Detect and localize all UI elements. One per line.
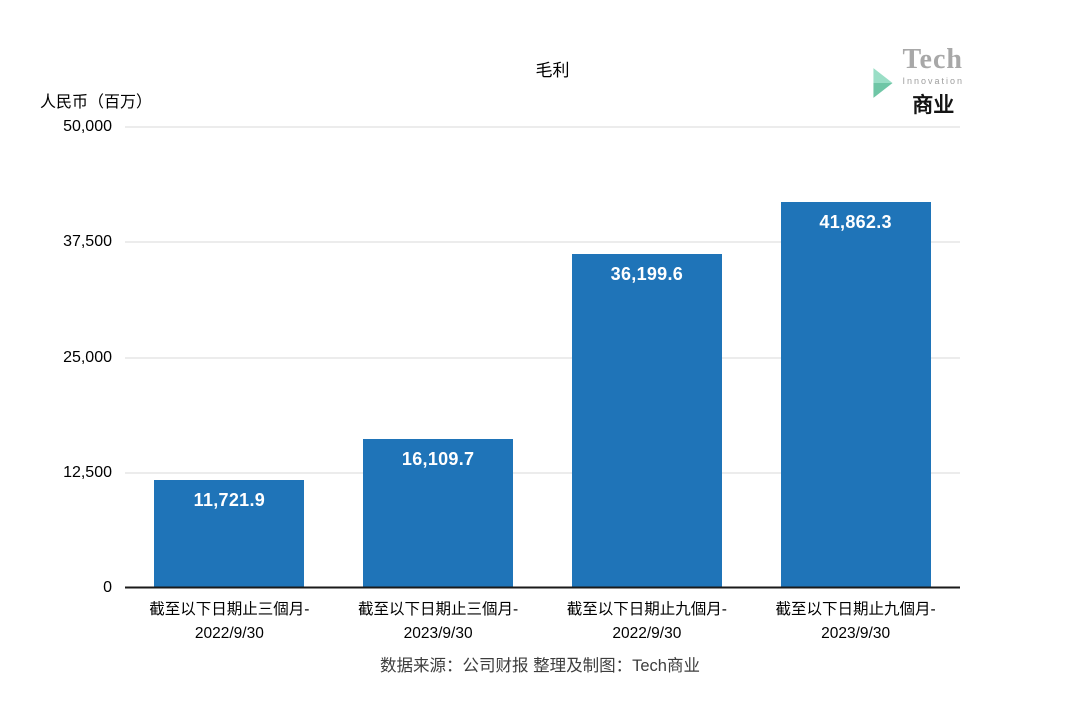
logo-word-innovation: Innovation [902, 76, 964, 86]
x-category-label: 截至以下日期止三個月- 2023/9/30 [358, 601, 519, 643]
y-tick-label: 0 [103, 579, 112, 596]
bar-2: 16,109.7 [363, 439, 514, 588]
x-category-label: 截至以下日期止九個月- 2023/9/30 [775, 601, 936, 643]
bar-slot: 36,199.6 [543, 127, 752, 588]
bars-layer: 11,721.9 16,109.7 36,199.6 41,862.3 [125, 127, 960, 588]
bar-3: 36,199.6 [571, 254, 722, 588]
bar-slot: 11,721.9 [125, 127, 334, 588]
gridline [125, 241, 960, 243]
logo-chevron-icon [873, 67, 894, 98]
bar-chart-plot-area: 0 12,500 25,000 37,500 50,000 11,721.9 16,109… [63, 118, 960, 596]
y-tick-label: 12,500 [63, 463, 112, 481]
y-tick-label: 50,000 [63, 118, 112, 135]
y-axis-title: 人民币（百万） [40, 94, 153, 111]
y-tick-label: 37,500 [63, 233, 112, 251]
x-axis-labels: 截至以下日期止三個月- 2022/9/30 截至以下日期止三個月- 2023/9/… [125, 598, 960, 646]
bar-1: 11,721.9 [154, 479, 305, 588]
x-category-label: 截至以下日期止三個月- 2022/9/30 [149, 601, 310, 643]
bar-value-label: 36,199.6 [610, 264, 684, 285]
bar-slot: 16,109.7 [334, 127, 543, 588]
gridline [125, 472, 960, 474]
y-tick-label: 25,000 [63, 348, 112, 366]
brand-logo: Tech Innovation 商业 [868, 46, 964, 119]
bar-value-label: 11,721.9 [193, 489, 266, 510]
x-category-label: 截至以下日期止九個月- 2022/9/30 [566, 601, 727, 643]
bar-value-label: 16,109.7 [401, 449, 475, 470]
bar-4: 41,862.3 [780, 202, 931, 588]
logo-word-shangye: 商业 [912, 94, 955, 117]
gridline [125, 126, 960, 128]
x-axis-line [125, 586, 960, 589]
bar-value-label: 41,862.3 [819, 212, 892, 233]
legend: 毛利 [511, 56, 570, 81]
gridline [125, 357, 960, 358]
legend-swatch-gross-profit [511, 61, 526, 76]
logo-word-tech: Tech [902, 44, 963, 75]
source-caption: 数据来源：公司财报 整理及制图：Tech商业 [380, 657, 700, 675]
legend-label-gross-profit: 毛利 [535, 61, 570, 80]
logo-text: Tech Innovation 商业 [902, 46, 964, 119]
bar-slot: 41,862.3 [751, 127, 960, 588]
